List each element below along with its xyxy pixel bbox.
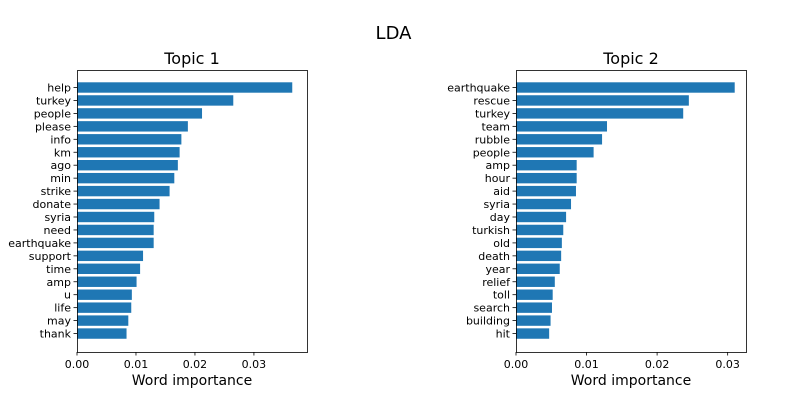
category-label-earthquake: earthquake — [447, 82, 510, 95]
category-label-need: need — [44, 224, 72, 237]
x-tick-label: 0.03 — [242, 358, 267, 371]
bar-relief — [516, 276, 555, 287]
category-label-day: day — [490, 211, 511, 224]
category-label-amp: amp — [47, 276, 71, 289]
category-label-toll: toll — [493, 289, 510, 302]
bar-need — [77, 224, 154, 236]
bar-team — [516, 121, 608, 132]
bar-earthquake — [516, 82, 735, 93]
category-label-syria: syria — [483, 198, 510, 211]
x-axis-label: Word importance — [571, 373, 691, 389]
bar-life — [77, 302, 132, 313]
x-tick-label: 0.01 — [574, 358, 599, 371]
bar-search — [516, 302, 552, 313]
bar-info — [77, 134, 182, 145]
category-label-hour: hour — [485, 172, 511, 185]
category-label-km: km — [54, 146, 71, 159]
category-label-time: time — [46, 263, 71, 276]
category-label-u: u — [64, 289, 71, 302]
category-label-syria: syria — [44, 211, 71, 224]
category-label-people: people — [34, 107, 72, 120]
category-label-please: please — [35, 120, 71, 133]
category-label-thank: thank — [40, 328, 72, 341]
chart-panel-2: earthquakerescueturkeyteamrubblepeopleam… — [447, 49, 747, 389]
x-tick-label: 0.00 — [504, 358, 529, 371]
category-label-hit: hit — [496, 328, 511, 341]
category-label-donate: donate — [32, 198, 71, 211]
category-label-support: support — [29, 250, 72, 263]
category-label-turkish: turkish — [472, 224, 510, 237]
category-label-year: year — [485, 263, 510, 276]
x-tick-label: 0.02 — [645, 358, 670, 371]
category-label-aid: aid — [493, 185, 510, 198]
x-tick-label: 0.01 — [124, 358, 149, 371]
x-tick-label: 0.00 — [65, 358, 90, 371]
x-axis-label: Word importance — [132, 373, 252, 389]
bar-toll — [516, 289, 553, 300]
bar-aid — [516, 185, 576, 197]
category-label-death: death — [478, 250, 510, 263]
category-label-earthquake: earthquake — [8, 237, 71, 250]
bar-time — [77, 263, 141, 274]
category-label-amp: amp — [486, 159, 510, 172]
bar-please — [77, 121, 188, 132]
category-label-search: search — [473, 302, 510, 315]
bar-hit — [516, 328, 550, 339]
chart-panel-1: helpturkeypeoplepleaseinfokmagominstrike… — [8, 49, 308, 389]
bar-people — [516, 147, 594, 158]
x-tick-label: 0.02 — [183, 358, 208, 371]
axes-frame — [516, 70, 747, 353]
bar-earthquake — [77, 237, 154, 249]
bar-people — [77, 108, 203, 119]
category-label-info: info — [50, 133, 71, 146]
x-tick-label: 0.03 — [715, 358, 740, 371]
category-label-team: team — [481, 120, 510, 133]
category-label-building: building — [466, 315, 510, 328]
bar-ago — [77, 160, 178, 171]
bar-km — [77, 147, 180, 158]
bar-thank — [77, 328, 127, 339]
category-label-rubble: rubble — [475, 133, 511, 146]
panel-title: Topic 2 — [602, 49, 659, 68]
bar-turkish — [516, 224, 564, 236]
bar-amp — [77, 276, 137, 287]
category-label-rescue: rescue — [473, 94, 510, 107]
bar-amp — [516, 160, 577, 171]
category-label-help: help — [47, 82, 71, 95]
category-label-turkey: turkey — [36, 94, 72, 107]
bar-may — [77, 315, 129, 326]
bar-u — [77, 289, 132, 300]
bar-syria — [77, 211, 155, 223]
bar-strike — [77, 185, 170, 197]
category-label-people: people — [473, 146, 511, 159]
category-label-life: life — [54, 302, 71, 315]
bar-turkey — [516, 108, 684, 119]
category-label-relief: relief — [482, 276, 511, 289]
bar-death — [516, 250, 562, 262]
category-label-ago: ago — [51, 159, 72, 172]
bar-building — [516, 315, 551, 326]
bar-donate — [77, 198, 160, 210]
category-label-strike: strike — [41, 185, 72, 198]
category-label-min: min — [50, 172, 71, 185]
category-label-turkey: turkey — [475, 107, 511, 120]
bar-rubble — [516, 134, 603, 145]
bar-turkey — [77, 95, 234, 106]
axes-frame — [77, 70, 308, 353]
bar-day — [516, 211, 567, 223]
bar-old — [516, 237, 562, 249]
bar-hour — [516, 172, 577, 184]
category-label-may: may — [47, 315, 71, 328]
figure-title: LDA — [375, 23, 412, 44]
bar-support — [77, 250, 144, 262]
panel-title: Topic 1 — [163, 49, 220, 68]
bar-rescue — [516, 95, 689, 106]
bar-min — [77, 172, 175, 184]
category-label-old: old — [493, 237, 510, 250]
bar-year — [516, 263, 560, 274]
bar-syria — [516, 198, 572, 210]
bar-help — [77, 82, 293, 93]
